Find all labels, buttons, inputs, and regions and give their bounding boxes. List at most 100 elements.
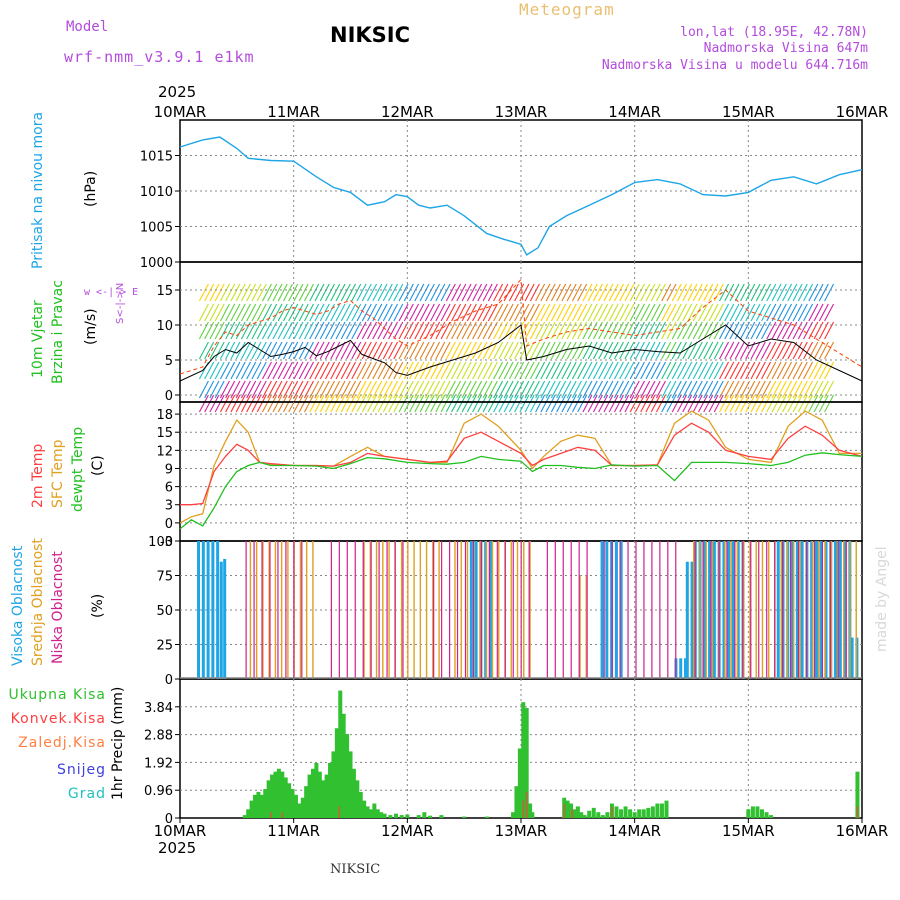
wind-barb: [351, 321, 362, 340]
wind-axis-tick-label: 0: [165, 389, 173, 404]
high-cloud-bar: [703, 541, 707, 679]
mid-cloud-bar: [818, 541, 820, 679]
low-cloud-bar: [837, 541, 839, 679]
wind-barb: [535, 361, 546, 380]
wind-barb: [304, 283, 314, 302]
mid-cloud-bar: [743, 541, 745, 679]
total-rain-bar: [439, 815, 444, 818]
wind-barb: [319, 321, 330, 340]
mid-cloud-bar: [830, 541, 832, 679]
wind-barb: [571, 303, 582, 322]
wind-barb: [524, 303, 535, 322]
total-rain-bar: [655, 803, 660, 818]
model-name: wrf-nmm_v3.9.1 e1km: [64, 48, 255, 66]
wind-barb: [655, 303, 666, 322]
wind-barb: [514, 361, 525, 380]
wind-barb: [508, 361, 519, 380]
mid-cloud-bar: [730, 541, 732, 679]
wind-barb: [382, 361, 393, 380]
wind-barb: [766, 361, 777, 380]
low-cloud-bar: [702, 541, 704, 679]
mid-cloud-bar: [262, 541, 264, 679]
wind-barb: [477, 394, 488, 413]
wind-barb: [235, 341, 246, 360]
total-rain-bar: [587, 810, 592, 818]
wind-barb: [708, 303, 719, 322]
wind-barb: [319, 394, 330, 413]
total-rain-bar: [242, 815, 247, 818]
mid-cloud-bar: [425, 541, 428, 679]
wind-barb: [692, 361, 703, 380]
high-cloud-bar: [800, 541, 804, 679]
total-rain-bar: [572, 809, 577, 818]
wind-barb: [419, 341, 430, 360]
wind-barb: [456, 303, 467, 322]
wind-speed-line: [179, 324, 863, 382]
total-rain-bar: [297, 803, 302, 818]
temp-axis-tick-label: 6: [165, 481, 173, 496]
mid-cloud-bar: [268, 541, 270, 679]
low-cloud-bar: [651, 541, 653, 679]
low-cloud-bar: [710, 541, 712, 679]
wind-barb: [225, 361, 236, 380]
wind-barb: [487, 303, 498, 322]
wind-barb: [430, 394, 441, 413]
total-rain-bar: [422, 812, 427, 818]
wind-barb: [414, 321, 425, 340]
wind-barb: [367, 394, 378, 413]
mid-cloud-bar: [299, 541, 302, 679]
product-title: Meteogram: [519, 0, 615, 19]
wind-barb: [782, 303, 793, 322]
wind-barb: [792, 361, 803, 380]
wind-barb: [514, 321, 525, 340]
wind-barb: [403, 361, 414, 380]
wind-barb: [598, 361, 609, 380]
wind-barb: [440, 283, 451, 302]
wind-barb: [477, 283, 488, 302]
wind-barb: [587, 341, 598, 360]
wind-barb: [645, 380, 656, 399]
wind-barb: [687, 380, 698, 399]
x-tick-label-bottom: 16MAR: [836, 822, 889, 840]
wind-barb: [524, 283, 535, 302]
wind-barb: [498, 394, 509, 413]
wind-barb: [692, 283, 703, 302]
wind-barb: [472, 341, 483, 360]
mid-cloud-bar: [793, 541, 795, 679]
wind-barb: [645, 361, 656, 380]
wind-barb: [209, 394, 220, 413]
wind-barb: [545, 341, 556, 360]
wind-barb: [566, 361, 577, 380]
total-rain-bar: [632, 812, 637, 818]
wind-barb: [682, 303, 693, 322]
wind-barb: [535, 321, 546, 340]
wind-barb: [456, 283, 467, 302]
wind-barb: [251, 361, 262, 380]
wind-barb: [797, 283, 808, 302]
wind-barb: [787, 283, 798, 302]
wind-barb: [230, 380, 241, 399]
wind-barb: [577, 303, 588, 322]
wind-barb: [566, 303, 577, 322]
wind-barb: [808, 341, 819, 360]
wind-barb: [424, 361, 435, 380]
wind-barb: [340, 341, 351, 360]
mid-cloud-bar: [400, 541, 403, 679]
wind-barb: [377, 361, 388, 380]
wind-barb: [640, 394, 651, 413]
wind-barb: [225, 321, 236, 340]
high-cloud-bar: [211, 541, 215, 679]
wind-barb: [314, 394, 325, 413]
wind-barb: [729, 341, 740, 360]
wind-barb: [351, 361, 362, 380]
wind-barb: [561, 283, 572, 302]
wind-barb: [776, 394, 787, 413]
wind-barb: [209, 303, 220, 322]
wind-barb: [550, 380, 561, 399]
mid-cloud-bar: [749, 541, 751, 679]
wind-barb: [645, 283, 656, 302]
wind-barb: [808, 303, 819, 322]
wind-barb: [493, 283, 504, 302]
total-rain-bar: [259, 794, 264, 818]
total-rain-bar: [769, 815, 774, 818]
